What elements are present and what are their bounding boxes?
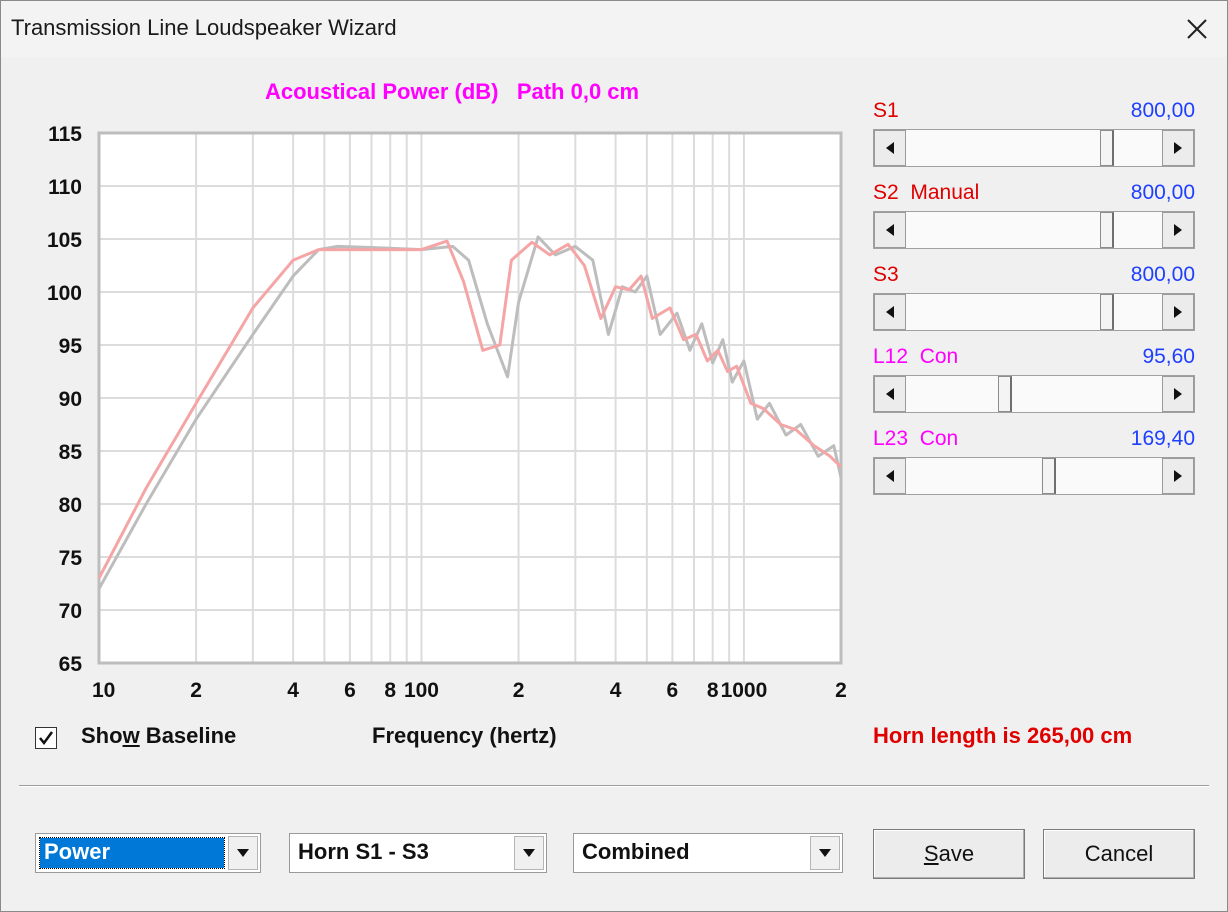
slider-track[interactable]	[873, 375, 1195, 413]
slider-label: S1	[873, 99, 899, 122]
slider-track[interactable]	[873, 293, 1195, 331]
window-title: Transmission Line Loudspeaker Wizard	[11, 15, 397, 40]
arrow-right-icon	[1174, 388, 1182, 400]
x-tick-label: 4	[287, 679, 299, 702]
slider-label: L23 Con	[873, 427, 959, 450]
output-dropdown-button[interactable]	[810, 836, 840, 870]
slider-value: 169,40	[1130, 427, 1195, 450]
show-baseline-label: Show Baseline	[81, 723, 237, 748]
output-dropdown[interactable]: Combined	[573, 833, 843, 873]
slider-thumb[interactable]	[1099, 212, 1114, 248]
arrow-left-icon	[886, 470, 894, 482]
slider-left-arrow[interactable]	[874, 130, 906, 166]
mode-dropdown[interactable]: Power	[35, 833, 261, 873]
y-tick-label: 75	[59, 547, 83, 570]
slider-track[interactable]	[873, 211, 1195, 249]
horn-length-text: Horn length is 265,00 cm	[873, 723, 1133, 748]
x-tick-label: 6	[667, 679, 679, 702]
title-bar: Transmission Line Loudspeaker Wizard	[1, 1, 1227, 57]
slider-track[interactable]	[873, 129, 1195, 167]
section-dropdown[interactable]: Horn S1 - S3	[289, 833, 547, 873]
chevron-down-icon	[523, 849, 535, 857]
x-tick-label: 10	[92, 679, 115, 702]
slider-right-arrow[interactable]	[1162, 458, 1194, 494]
close-button[interactable]	[1167, 1, 1227, 57]
section-dropdown-value: Horn S1 - S3	[298, 839, 429, 864]
arrow-right-icon	[1174, 142, 1182, 154]
slider-thumb[interactable]	[1099, 294, 1114, 330]
arrow-right-icon	[1174, 306, 1182, 318]
y-tick-label: 85	[59, 441, 83, 464]
separator	[19, 785, 1209, 787]
mode-dropdown-value: Power	[39, 837, 225, 869]
slider-right-arrow[interactable]	[1162, 294, 1194, 330]
y-tick-label: 90	[59, 388, 82, 411]
y-tick-label: 100	[47, 282, 82, 305]
x-tick-label: 1000	[721, 679, 768, 702]
close-icon	[1187, 19, 1207, 39]
show-baseline-checkbox[interactable]	[35, 727, 57, 749]
slider-thumb[interactable]	[1099, 130, 1114, 166]
arrow-right-icon	[1174, 224, 1182, 236]
slider-thumb[interactable]	[1041, 458, 1056, 494]
arrow-right-icon	[1174, 470, 1182, 482]
y-tick-label: 110	[48, 176, 82, 199]
slider-left-arrow[interactable]	[874, 294, 906, 330]
x-tick-label: 8	[384, 679, 396, 702]
slider-track[interactable]	[873, 457, 1195, 495]
slider-value: 800,00	[1130, 263, 1195, 286]
slider-right-arrow[interactable]	[1162, 212, 1194, 248]
section-dropdown-button[interactable]	[514, 836, 544, 870]
chevron-down-icon	[819, 849, 831, 857]
slider-value: 95,60	[1142, 345, 1195, 368]
y-tick-label: 115	[48, 123, 82, 146]
y-tick-label: 65	[59, 653, 83, 676]
mode-dropdown-button[interactable]	[228, 836, 258, 870]
arrow-left-icon	[886, 142, 894, 154]
power-series-line	[97, 239, 843, 579]
plot-frame	[97, 131, 843, 665]
slider-right-arrow[interactable]	[1162, 376, 1194, 412]
y-tick-label: 80	[59, 494, 82, 517]
slider-left-arrow[interactable]	[874, 212, 906, 248]
chevron-down-icon	[237, 849, 249, 857]
slider-thumb[interactable]	[997, 376, 1012, 412]
x-tick-label: 2	[835, 679, 847, 702]
x-tick-label: 2	[190, 679, 202, 702]
slider-left-arrow[interactable]	[874, 458, 906, 494]
slider-left-arrow[interactable]	[874, 376, 906, 412]
checkmark-icon	[39, 731, 54, 746]
x-tick-label: 100	[404, 679, 439, 702]
y-tick-label: 70	[59, 600, 82, 623]
slider-label: S2 Manual	[873, 181, 980, 204]
slider-value: 800,00	[1130, 99, 1195, 122]
chart-title: Acoustical Power (dB) Path 0,0 cm	[265, 79, 640, 104]
x-tick-label: 2	[513, 679, 525, 702]
output-dropdown-value: Combined	[582, 839, 690, 864]
slider-label: L12 Con	[873, 345, 959, 368]
slider-value: 800,00	[1130, 181, 1195, 204]
baseline-series-line	[97, 235, 843, 590]
slider-right-arrow[interactable]	[1162, 130, 1194, 166]
x-tick-label: 8	[707, 679, 719, 702]
y-tick-label: 95	[59, 335, 83, 358]
y-tick-label: 105	[47, 229, 82, 252]
cancel-button[interactable]: Cancel	[1043, 829, 1195, 879]
slider-label: S3	[873, 263, 899, 286]
x-tick-label: 4	[610, 679, 622, 702]
arrow-left-icon	[886, 388, 894, 400]
arrow-left-icon	[886, 224, 894, 236]
arrow-left-icon	[886, 306, 894, 318]
x-tick-label: 6	[344, 679, 356, 702]
x-axis-label: Frequency (hertz)	[372, 723, 557, 748]
